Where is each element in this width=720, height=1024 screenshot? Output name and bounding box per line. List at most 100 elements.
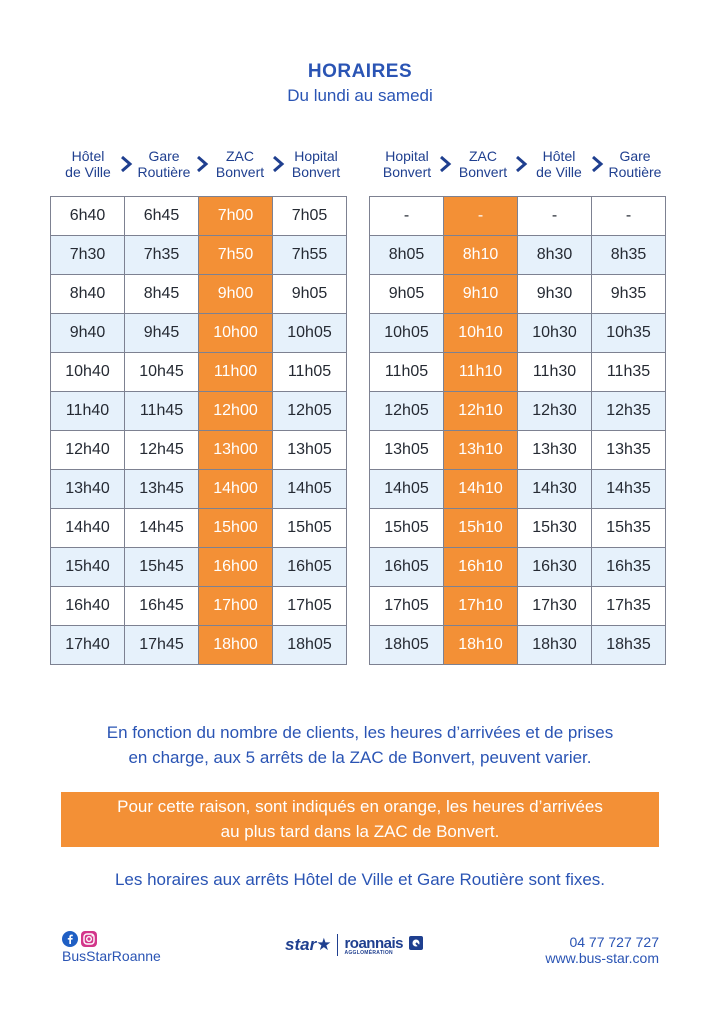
time-cell: 15h45 [124,547,199,587]
time-cell: 12h05 [272,391,347,431]
time-cell: 9h40 [50,313,125,353]
time-cell: 12h30 [517,391,592,431]
table-row: 11h05 11h10 11h30 11h35 [369,352,666,392]
time-cell: 12h00 [198,391,273,431]
time-cell: 11h05 [272,352,347,392]
time-cell: 7h55 [272,235,347,275]
table-row: 13h40 13h45 14h00 14h05 [50,469,347,509]
time-cell: 17h05 [272,586,347,626]
time-cell: 14h05 [272,469,347,509]
time-cell: 16h35 [591,547,666,587]
time-cell: 9h05 [272,274,347,314]
variation-note: En fonction du nombre de clients, les he… [0,720,720,770]
table-row: 11h40 11h45 12h00 12h05 [50,391,347,431]
time-cell: 15h30 [517,508,592,548]
table-row: 12h05 12h10 12h30 12h35 [369,391,666,431]
time-cell: 18h05 [272,625,347,665]
time-cell: 13h10 [443,430,518,470]
table-row: 9h40 9h45 10h00 10h05 [50,313,347,353]
time-cell: 11h40 [50,391,125,431]
right-table-header: Hopital Bonvert ZAC Bonvert Hôtel de Ville … [369,146,673,182]
time-cell: 9h05 [369,274,444,314]
time-cell: 17h30 [517,586,592,626]
time-cell: 7h50 [198,235,273,275]
table-row: 12h40 12h45 13h00 13h05 [50,430,347,470]
time-cell: 13h30 [517,430,592,470]
time-cell: 17h40 [50,625,125,665]
time-cell: 15h10 [443,508,518,548]
time-cell: 11h00 [198,352,273,392]
time-cell: 6h40 [50,196,125,236]
time-cell: 17h05 [369,586,444,626]
time-cell: 8h45 [124,274,199,314]
instagram-icon[interactable] [81,931,97,952]
time-cell: 12h45 [124,430,199,470]
phone-number[interactable]: 04 77 727 727 [569,934,659,950]
table-row: 9h05 9h10 9h30 9h35 [369,274,666,314]
time-cell: 15h00 [198,508,273,548]
roannais-mark-icon [408,935,423,956]
stop-label: Hopital Bonvert [291,148,341,180]
time-cell: 8h35 [591,235,666,275]
time-cell: 11h45 [124,391,199,431]
time-cell: 16h40 [50,586,125,626]
table-row: 16h05 16h10 16h30 16h35 [369,547,666,587]
time-cell: 14h35 [591,469,666,509]
social-handle: BusStarRoanne [62,948,161,964]
time-cell: - [369,196,444,236]
time-cell: 9h35 [591,274,666,314]
logo-divider [337,934,339,956]
stop-label: ZAC Bonvert [215,148,265,180]
brand-logos: star★ roannais AGGLOMÉRATION [285,934,423,956]
time-cell: 10h30 [517,313,592,353]
time-cell: 11h30 [517,352,592,392]
time-cell: 13h00 [198,430,273,470]
table-row: 15h05 15h10 15h30 15h35 [369,508,666,548]
time-cell: 14h45 [124,508,199,548]
time-cell: 18h00 [198,625,273,665]
website-link[interactable]: www.bus-star.com [545,950,659,966]
time-cell: 13h40 [50,469,125,509]
table-row: 17h05 17h10 17h30 17h35 [369,586,666,626]
time-cell: 16h30 [517,547,592,587]
facebook-icon[interactable] [62,931,78,952]
time-cell: 17h35 [591,586,666,626]
time-cell: 9h10 [443,274,518,314]
time-cell: 17h10 [443,586,518,626]
stop-label: Hopital Bonvert [382,148,432,180]
time-cell: 8h05 [369,235,444,275]
time-cell: 18h35 [591,625,666,665]
table-row: 8h05 8h10 8h30 8h35 [369,235,666,275]
time-cell: 15h05 [272,508,347,548]
time-cell: 16h00 [198,547,273,587]
time-cell: 14h30 [517,469,592,509]
roannais-logo: roannais AGGLOMÉRATION [344,934,403,956]
time-cell: 13h05 [369,430,444,470]
time-cell: 17h00 [198,586,273,626]
note-line: en charge, aux 5 arrêts de la ZAC de Bon… [128,748,592,767]
time-cell: 12h40 [50,430,125,470]
time-cell: - [591,196,666,236]
stop-label: Gare Routière [137,148,191,180]
time-cell: 10h35 [591,313,666,353]
time-cell: 10h05 [369,313,444,353]
time-cell: 9h30 [517,274,592,314]
table-row: 17h40 17h45 18h00 18h05 [50,625,347,665]
time-cell: 12h35 [591,391,666,431]
time-cell: 16h10 [443,547,518,587]
stop-label: Hôtel de Ville [536,148,582,180]
table-row: 10h40 10h45 11h00 11h05 [50,352,347,392]
time-cell: 15h05 [369,508,444,548]
time-cell: 14h40 [50,508,125,548]
time-cell: 9h45 [124,313,199,353]
time-cell: 15h35 [591,508,666,548]
time-cell: - [443,196,518,236]
orange-explanation-box: Pour cette raison, sont indiqués en oran… [61,792,659,847]
table-row: 6h40 6h45 7h00 7h05 [50,196,347,236]
table-row: 14h40 14h45 15h00 15h05 [50,508,347,548]
time-cell: 6h45 [124,196,199,236]
left-timetable: 6h40 6h45 7h00 7h05 7h30 7h35 7h50 7h55 8h40 8h45… [50,196,347,665]
note-line: au plus tard dans la ZAC de Bonvert. [220,822,500,841]
time-cell: 10h10 [443,313,518,353]
left-table-header: Hôtel de Ville Gare Routière ZAC Bonvert Ho… [50,146,354,182]
